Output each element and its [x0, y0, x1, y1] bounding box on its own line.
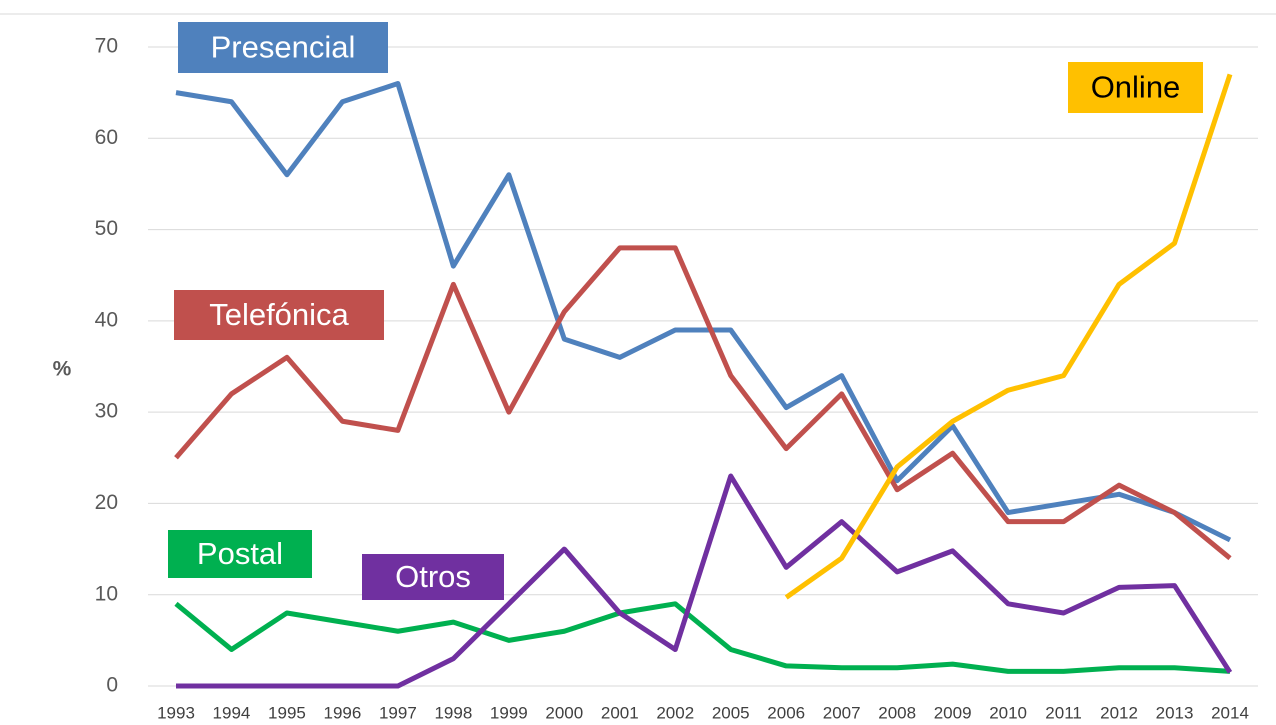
x-tick-label: 2001	[601, 703, 639, 722]
series-line	[174, 245, 1232, 561]
x-tick-label: 2013	[1156, 703, 1194, 722]
series-line	[784, 73, 1233, 600]
x-tick-label: 1999	[490, 703, 528, 722]
series-line	[175, 81, 1232, 543]
x-tick-label: 2006	[767, 703, 805, 722]
x-tick-label: 2007	[823, 703, 861, 722]
x-tick-label: 2000	[545, 703, 583, 722]
series-label-box	[168, 530, 312, 578]
y-tick-label: 0	[106, 674, 118, 697]
series-label-box	[362, 554, 504, 600]
x-tick-label: 2005	[712, 703, 750, 722]
x-tick-label: 2011	[1045, 703, 1082, 722]
series-line	[176, 473, 1233, 689]
series-label: Telefónica	[209, 297, 349, 332]
y-tick-label: 20	[95, 491, 118, 514]
x-tick-label: 2002	[656, 703, 694, 722]
y-tick-label: 60	[95, 126, 118, 149]
x-tick-label: 1995	[268, 703, 306, 722]
series-label-box	[174, 290, 384, 340]
series-label-box	[1068, 62, 1203, 113]
x-tick-label: 2010	[989, 703, 1027, 722]
series-label-box	[178, 22, 388, 73]
x-tick-label: 2012	[1100, 703, 1138, 722]
x-tick-label: 1996	[324, 703, 362, 722]
series-line	[174, 601, 1231, 674]
y-tick-label: 70	[95, 35, 118, 58]
series-label: Presencial	[211, 30, 356, 65]
series-label: Otros	[395, 559, 471, 594]
y-tick-label: 40	[95, 308, 118, 331]
series-label: Online	[1091, 70, 1181, 105]
x-tick-label: 1998	[434, 703, 472, 722]
x-tick-label: 1993	[157, 703, 195, 722]
y-tick-label: 30	[95, 400, 118, 423]
x-tick-label: 2014	[1211, 703, 1249, 722]
x-tick-label: 2008	[878, 703, 916, 722]
series-label: Postal	[197, 536, 283, 571]
x-tick-label: 2009	[934, 703, 972, 722]
x-tick-label: 1994	[213, 703, 251, 722]
y-tick-label: 10	[95, 582, 118, 605]
y-axis-label: %	[53, 358, 72, 381]
y-tick-label: 50	[95, 217, 118, 240]
x-tick-label: 1997	[379, 703, 417, 722]
